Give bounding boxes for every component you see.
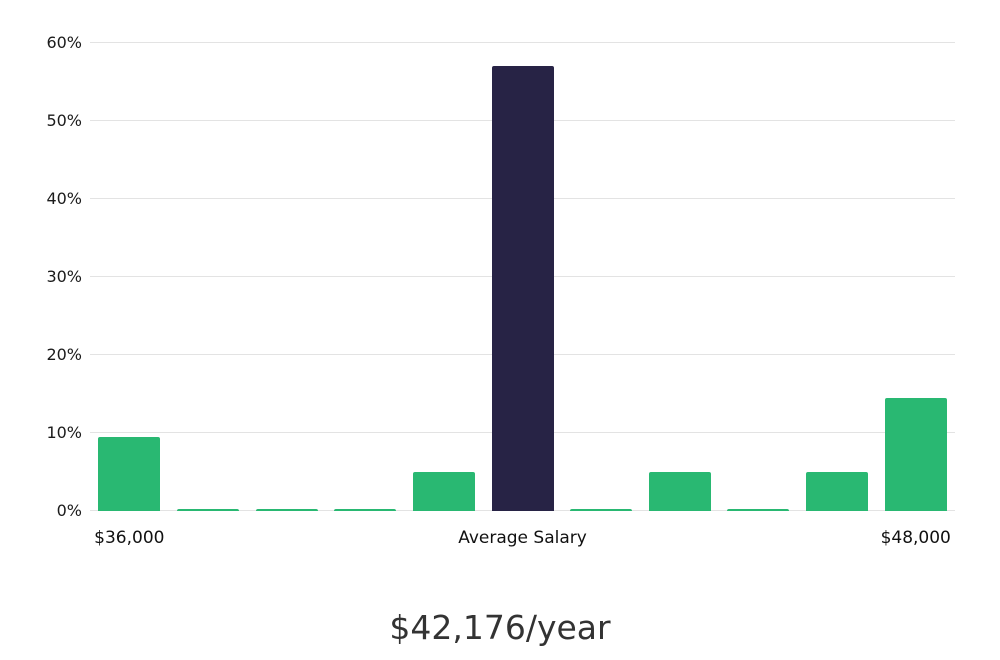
gridline [90,42,955,43]
bar-slot [640,43,719,511]
bar-slot [719,43,798,511]
histogram-bar[interactable] [884,397,947,511]
bar-slot [169,43,248,511]
x-tick-cell [247,528,326,554]
x-tick-cell [326,528,405,554]
x-tick-cell: $48,000 [876,528,955,554]
x-axis: $36,000 Average Salary $48,000 [90,528,955,554]
histogram-bar[interactable] [648,472,711,511]
y-tick-label: 0% [56,501,82,520]
x-tick-cell: $36,000 [90,528,169,554]
x-tick-cell [798,528,877,554]
bar-slot [876,43,955,511]
bar-slot [405,43,484,511]
y-tick-label: 20% [46,345,82,365]
x-tick-cell [169,528,248,554]
y-tick-label: 50% [46,111,82,130]
histogram-bar[interactable] [570,508,633,511]
bar-slot [562,43,641,511]
x-tick-cell [640,528,719,554]
x-tick-cell: Average Salary [458,528,587,554]
bar-slot [90,43,169,511]
x-tick-cell [562,528,641,554]
x-tick-label: Average Salary [458,528,587,548]
histogram-bar[interactable] [255,508,318,511]
histogram-bar[interactable] [806,472,869,511]
bar-slot [798,43,877,511]
histogram-bar[interactable] [412,472,475,511]
y-tick-label: 10% [46,423,82,443]
y-tick-label: 40% [46,189,82,209]
plot-area [90,42,955,511]
histogram-bar[interactable] [727,508,790,511]
bars [90,43,955,511]
average-salary-caption: $42,176/year [389,608,611,647]
bar-slot [483,43,562,511]
y-tick-label: 30% [46,267,82,286]
y-axis: 0% 10% 20% 30% 40% 50% 60% [0,35,82,519]
histogram-bar[interactable] [334,508,397,511]
bar-slot [247,43,326,511]
y-tick-label: 60% [46,33,82,52]
x-tick-label: $36,000 [94,528,165,548]
bar-slot [326,43,405,511]
average-salary-bar[interactable] [491,66,554,511]
histogram-bar[interactable] [176,508,239,511]
histogram-bar[interactable] [98,436,161,511]
x-tick-label: $48,000 [880,528,951,548]
x-tick-cell [719,528,798,554]
